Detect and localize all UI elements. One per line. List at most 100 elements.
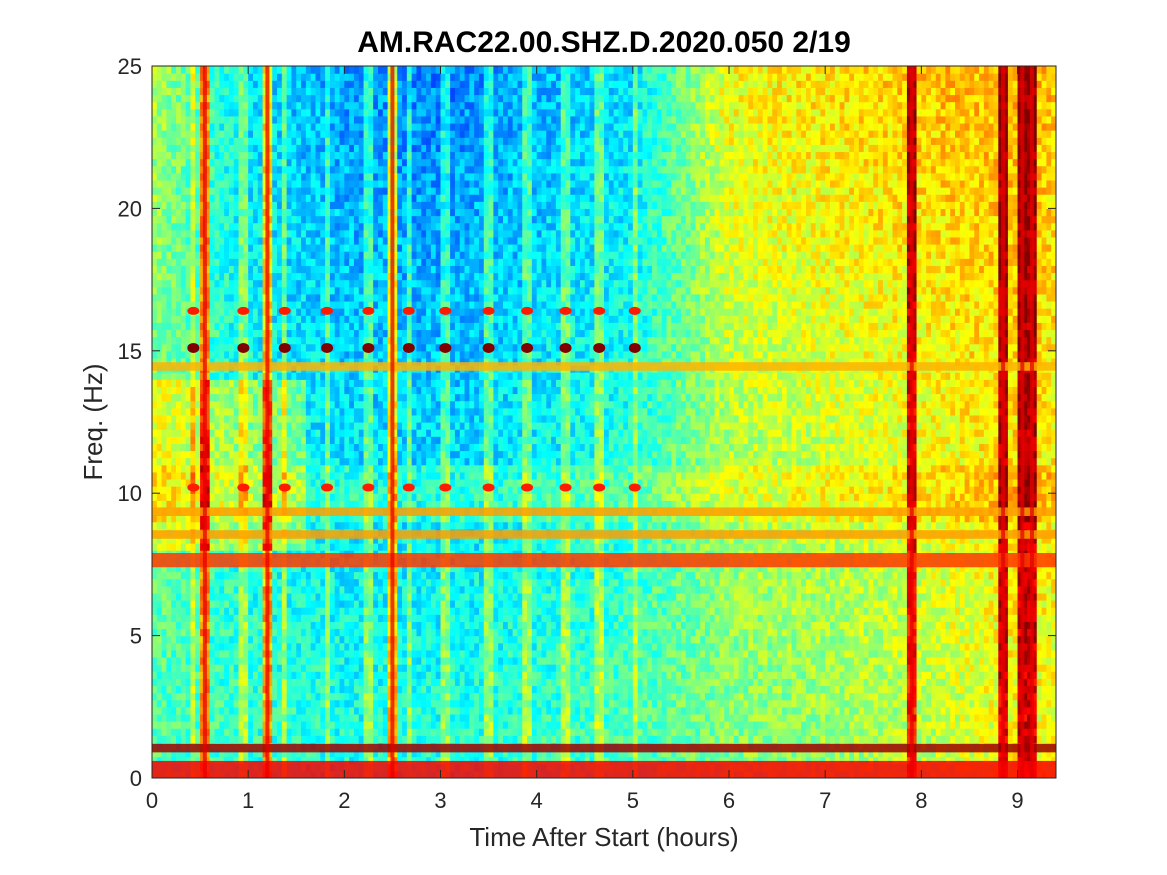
heatmap-cell <box>238 699 244 708</box>
heatmap-cell <box>310 571 317 580</box>
heatmap-cell <box>358 493 365 501</box>
heatmap-cell <box>378 350 384 359</box>
heatmap-cell <box>349 329 355 338</box>
heatmap-cell <box>291 372 297 380</box>
heatmap-cell <box>200 600 206 608</box>
heatmap-cell <box>267 215 273 224</box>
heatmap-cell <box>176 628 182 637</box>
heatmap-cell <box>180 478 187 487</box>
heatmap-cell <box>387 457 394 466</box>
heatmap-cell <box>320 244 326 252</box>
heatmap-cell <box>176 471 182 480</box>
heatmap-cell <box>363 336 369 345</box>
heatmap-cell <box>281 215 288 224</box>
heatmap-cell <box>156 699 163 708</box>
heatmap-cell <box>344 300 350 309</box>
heatmap-cell <box>334 578 341 587</box>
heatmap-cell <box>305 215 312 224</box>
heatmap-cell <box>180 621 187 630</box>
heatmap-cell <box>233 678 240 687</box>
heatmap-cell <box>195 436 201 444</box>
heatmap-cell <box>224 194 230 202</box>
heatmap-cell <box>171 201 177 209</box>
heatmap-cell <box>190 329 196 338</box>
heatmap-cell <box>204 222 211 231</box>
heatmap-cell <box>373 443 379 452</box>
heatmap-cell <box>358 179 365 188</box>
heatmap-cell <box>209 614 216 622</box>
heatmap-cell <box>238 721 244 729</box>
heatmap-cell <box>349 500 355 509</box>
heatmap-cell <box>180 642 187 651</box>
heatmap-cell <box>368 194 374 202</box>
heatmap-cell <box>219 571 225 580</box>
heatmap-cell <box>176 514 182 523</box>
heatmap-cell <box>378 386 384 395</box>
heatmap-cell <box>353 478 360 487</box>
heatmap-cell <box>156 756 163 765</box>
heatmap-cell <box>358 464 365 473</box>
heatmap-cell <box>382 293 389 302</box>
heatmap-cell <box>387 258 394 266</box>
heatmap-cell <box>209 400 216 409</box>
heatmap-cell <box>267 414 273 423</box>
heatmap-cell <box>224 621 230 630</box>
heatmap-cell <box>166 215 172 224</box>
heatmap-cell <box>378 265 384 274</box>
heatmap-cell <box>334 172 341 181</box>
heatmap-cell <box>243 756 249 765</box>
heatmap-cell <box>368 122 374 131</box>
heatmap-cell <box>171 664 177 672</box>
heatmap-cell <box>214 315 220 323</box>
heatmap-cell <box>204 407 211 416</box>
heatmap-cell <box>272 350 278 359</box>
heatmap-cell <box>190 66 196 74</box>
heatmap-cell <box>262 635 269 644</box>
heatmap-cell <box>344 222 350 231</box>
heatmap-cell <box>329 614 336 622</box>
heatmap-cell <box>315 315 321 323</box>
heatmap-cell <box>166 258 172 266</box>
heatmap-cell <box>353 735 360 743</box>
heatmap-cell <box>378 322 384 331</box>
heatmap-cell <box>190 222 196 231</box>
heatmap-cell <box>200 713 206 722</box>
heatmap-cell <box>219 122 225 131</box>
heatmap-cell <box>378 272 384 281</box>
heatmap-cell <box>344 564 350 573</box>
heatmap-cell <box>315 649 321 658</box>
heatmap-cell <box>228 187 235 195</box>
heatmap-cell <box>214 414 220 423</box>
heatmap-cell <box>248 592 254 601</box>
heatmap-cell <box>200 521 206 530</box>
heatmap-cell <box>200 735 206 743</box>
heatmap-cell <box>315 664 321 672</box>
heatmap-cell <box>180 122 187 131</box>
heatmap-cell <box>195 685 201 694</box>
heatmap-cell <box>363 379 369 387</box>
heatmap-cell <box>368 422 374 430</box>
heatmap-cell <box>248 386 254 395</box>
heatmap-cell <box>204 429 211 437</box>
heatmap-cell <box>286 130 293 138</box>
heatmap-cell <box>368 564 374 573</box>
heatmap-cell <box>262 322 269 331</box>
heatmap-cell <box>368 115 374 124</box>
heatmap-cell <box>171 293 177 302</box>
heatmap-cell <box>378 443 384 452</box>
heatmap-cell <box>219 265 225 274</box>
heatmap-cell <box>190 158 196 167</box>
heatmap-cell <box>353 286 360 295</box>
heatmap-cell <box>325 678 331 687</box>
heatmap-cell <box>281 429 288 437</box>
heatmap-cell <box>373 414 379 423</box>
heatmap-cell <box>334 728 341 736</box>
heatmap-cell <box>344 571 350 580</box>
heatmap-cell <box>200 571 206 580</box>
heatmap-cell <box>185 201 192 209</box>
heatmap-cell <box>166 493 172 501</box>
heatmap-cell <box>161 350 168 359</box>
heatmap-cell <box>382 315 389 323</box>
heatmap-cell <box>176 642 182 651</box>
heatmap-cell <box>286 478 293 487</box>
